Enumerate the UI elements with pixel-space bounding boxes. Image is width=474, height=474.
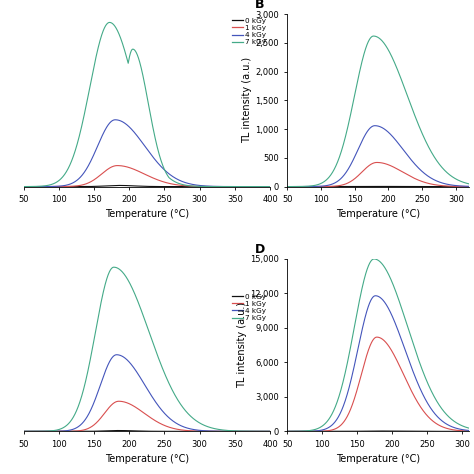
Y-axis label: TL intensity (a.u.): TL intensity (a.u.) [242, 57, 252, 144]
X-axis label: Temperature (°C): Temperature (°C) [336, 210, 420, 219]
Legend: 0 kGy, 1 kGy, 4 kGy, 7 kGy: 0 kGy, 1 kGy, 4 kGy, 7 kGy [232, 18, 266, 46]
X-axis label: Temperature (°C): Temperature (°C) [105, 454, 189, 464]
Legend: 0 kGy, 1 kGy, 4 kGy, 7 kGy: 0 kGy, 1 kGy, 4 kGy, 7 kGy [232, 293, 266, 321]
X-axis label: Temperature (°C): Temperature (°C) [105, 210, 189, 219]
Y-axis label: TL intensity (a.u.): TL intensity (a.u.) [237, 302, 247, 388]
Text: B: B [255, 0, 264, 11]
X-axis label: Temperature (°C): Temperature (°C) [336, 454, 420, 464]
Text: D: D [255, 243, 264, 255]
